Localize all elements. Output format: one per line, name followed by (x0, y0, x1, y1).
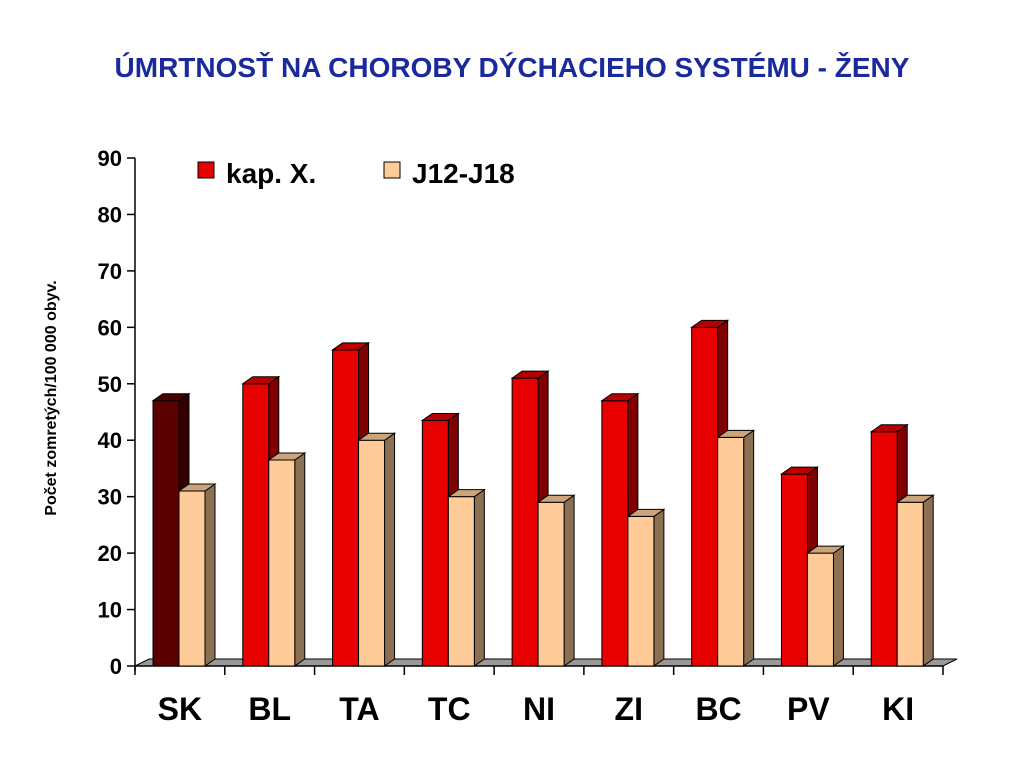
y-tick-label: 10 (98, 598, 122, 623)
bar-j12-j18-pv (805, 545, 846, 667)
bar-j12-j18-ta-top (356, 432, 397, 441)
bar-j12-j18-sk (177, 483, 217, 667)
bar-j12-j18-tc-side (473, 488, 485, 667)
y-tick-label: 0 (110, 654, 122, 679)
bar-j12-j18-bc-front (717, 436, 745, 667)
x-category-label: KI (882, 691, 914, 727)
bar-kap-x-bc-top (690, 319, 730, 328)
bar-kap-x-bl-top (241, 376, 281, 385)
bar-j12-j18-bc (716, 429, 756, 667)
bar-kap-x-ni-front (511, 377, 539, 667)
bar-kap-x-ki-front (870, 431, 898, 667)
bar-j12-j18-ki-front (896, 501, 924, 667)
x-category-label: SK (158, 691, 202, 727)
bar-j12-j18-pv-top (805, 545, 846, 554)
chart-axes: 0 10 20 30 40 50 60 70 80 90 SK BL TA TC NI ZI BC PV KI (98, 146, 944, 727)
bar-kap-x-zi-top (600, 393, 640, 402)
bar-j12-j18-ni-front (537, 501, 565, 667)
bar-j12-j18-ki (895, 494, 935, 667)
bar-j12-j18-pv-side (832, 545, 844, 667)
bar-j12-j18-ni (536, 494, 576, 667)
bar-j12-j18-sk-top (177, 483, 217, 492)
bar-kap-x-tc-top (420, 412, 460, 421)
bar-j12-j18-ki-side (922, 494, 934, 667)
bar-kap-x-ta-front (332, 349, 360, 667)
x-category-label: ZI (615, 691, 643, 727)
bar-j12-j18-zi-top (626, 508, 666, 517)
bar-j12-j18-bc-side (743, 429, 755, 667)
bar-kap-x-ki-top (869, 424, 909, 433)
legend-swatch-j12-j18 (383, 161, 401, 179)
bar-j12-j18-ki-top (895, 494, 935, 503)
bar-j12-j18-bc-top (716, 429, 756, 438)
bar-j12-j18-sk-side (204, 483, 216, 667)
bar-kap-x-pv-front (780, 473, 808, 667)
y-tick-label: 50 (98, 372, 122, 397)
bar-j12-j18-tc-front (447, 496, 475, 667)
bar-j12-j18-ta (356, 432, 397, 667)
bar-j12-j18-zi-front (627, 515, 655, 667)
y-tick-label: 60 (98, 315, 122, 340)
bar-kap-x-sk-front (152, 400, 180, 667)
bar-j12-j18-sk-front (178, 490, 206, 667)
bar-j12-j18-bl-top (267, 452, 307, 461)
y-tick-label: 80 (98, 202, 122, 227)
bar-kap-x-ta-top (330, 342, 371, 351)
x-category-label: PV (787, 691, 830, 727)
bar-kap-x-pv-top (779, 466, 820, 475)
bar-kap-x-sk-top (151, 393, 191, 402)
bar-j12-j18-ta-side (384, 432, 396, 667)
x-category-label: TA (339, 691, 379, 727)
chart-bars (151, 319, 935, 667)
y-tick-label: 30 (98, 485, 122, 510)
bar-j12-j18-bl (267, 452, 307, 667)
legend-label-kap-x: kap. X. (226, 158, 316, 189)
bar-j12-j18-zi-side (653, 508, 665, 667)
bar-j12-j18-zi (626, 508, 666, 667)
bar-j12-j18-bl-front (268, 459, 296, 667)
bar-kap-x-zi-front (601, 400, 629, 667)
y-tick-label: 90 (98, 146, 122, 171)
y-tick-label: 20 (98, 541, 122, 566)
bar-j12-j18-ni-top (536, 494, 576, 503)
x-category-label: BC (695, 691, 741, 727)
y-tick-label: 40 (98, 428, 122, 453)
legend-label-j12-j18: J12-J18 (412, 158, 515, 189)
chart-title: ÚMRTNOSŤ NA CHOROBY DÝCHACIEHO SYSTÉMU -… (114, 52, 910, 83)
bar-j12-j18-tc (446, 488, 486, 667)
bar-j12-j18-ni-side (563, 494, 575, 667)
legend-swatch-kap-x (197, 161, 215, 179)
x-category-label: BL (248, 691, 291, 727)
bar-j12-j18-ta-front (358, 439, 386, 667)
x-category-label: TC (428, 691, 471, 727)
bar-j12-j18-tc-top (446, 489, 486, 498)
bar-j12-j18-bl-side (294, 452, 306, 667)
chart-legend: kap. X. J12-J18 (197, 158, 515, 189)
bar-kap-x-bc-front (691, 326, 719, 667)
bar-kap-x-ni-top (510, 370, 550, 379)
x-category-label: NI (523, 691, 555, 727)
bar-kap-x-bl-front (242, 383, 270, 667)
bar-j12-j18-pv-front (806, 552, 834, 667)
y-tick-label: 70 (98, 259, 122, 284)
bar-kap-x-tc-front (421, 419, 449, 667)
